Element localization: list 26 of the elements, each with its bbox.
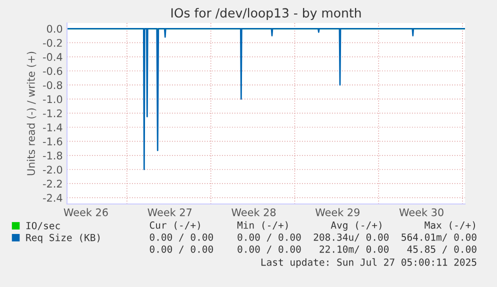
text: 0.00 / 0.00 0.00 / 0.00 208.34u/ 0.00 564.01m/ 0.00 [150, 233, 476, 242]
y-tick-label: -0.8 [43, 81, 62, 90]
text: Last update: Sun Jul 27 05:00:11 2025 [261, 258, 476, 268]
y-tick-label: -1.6 [43, 138, 62, 146]
y-axis-title: Units read (-) / write (+) [26, 52, 36, 176]
x-tick-label: Week 29 [315, 208, 360, 216]
y-tick-label: -1.4 [43, 124, 62, 132]
y-tick-label: -1.2 [43, 109, 62, 118]
y-tick-label: -1.0 [43, 95, 62, 104]
x-tick-label: Week 26 [64, 208, 108, 216]
y-tick-label: -2.2 [43, 180, 62, 188]
legend-label: IO/sec [26, 222, 60, 230]
x-tick-label: Week 28 [232, 208, 276, 216]
text: 0.00 / 0.00 0.00 / 0.00 22.10m/ 0.00 45.85 / 0.00 [150, 245, 476, 254]
y-tick-label: -1.8 [43, 152, 62, 160]
x-tick-label: Week 27 [148, 208, 192, 216]
text: Cur (-/+) Min (-/+) Avg (-/+) Max (-/+) [150, 221, 475, 231]
legend-label: Req Size (KB) [26, 234, 100, 244]
y-tick-label: -0.4 [43, 53, 62, 61]
x-tick-label: Week 30 [399, 208, 444, 216]
y-tick-label: -0.2 [43, 38, 62, 47]
y-tick-label: -2.4 [43, 194, 62, 202]
y-tick-label: -0.6 [43, 67, 62, 75]
y-tick-label: -2.0 [43, 166, 62, 174]
chart-title: IOs for /dev/loop13 - by month [171, 8, 361, 20]
y-tick-label: 0.0 [46, 24, 62, 33]
